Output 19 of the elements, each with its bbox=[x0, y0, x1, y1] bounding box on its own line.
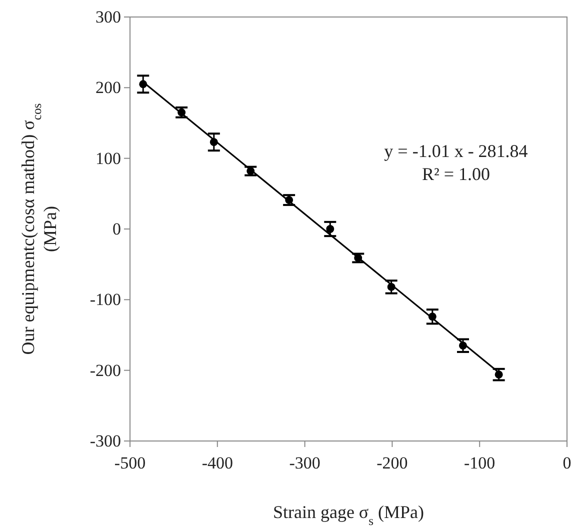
x-tick-label: -500 bbox=[114, 454, 146, 473]
x-tick-label: 0 bbox=[562, 454, 572, 473]
x-tick-label: -300 bbox=[289, 454, 320, 473]
annotation: R² = 1.00 bbox=[422, 164, 490, 184]
y-tick-label: -200 bbox=[90, 360, 121, 380]
point bbox=[326, 225, 334, 233]
y-tick-label: -300 bbox=[90, 431, 121, 450]
y-tick-label: 100 bbox=[96, 148, 121, 168]
y-tick-label: 300 bbox=[96, 7, 121, 26]
point bbox=[494, 370, 503, 379]
x-tick-label: -100 bbox=[464, 454, 496, 473]
x-tick-label: -400 bbox=[202, 454, 233, 473]
y-tick-label: 0 bbox=[112, 219, 121, 238]
y-tick-label: -100 bbox=[90, 290, 121, 310]
annotation: y = -1.01 x - 281.84 bbox=[384, 141, 528, 161]
x-tick-label: -200 bbox=[376, 454, 408, 473]
x-axis-title: Strain gage σ$_{s}$ (MPa) bbox=[272, 502, 424, 527]
text: (MPa) bbox=[40, 206, 60, 252]
y-tick-label: 200 bbox=[96, 78, 121, 98]
